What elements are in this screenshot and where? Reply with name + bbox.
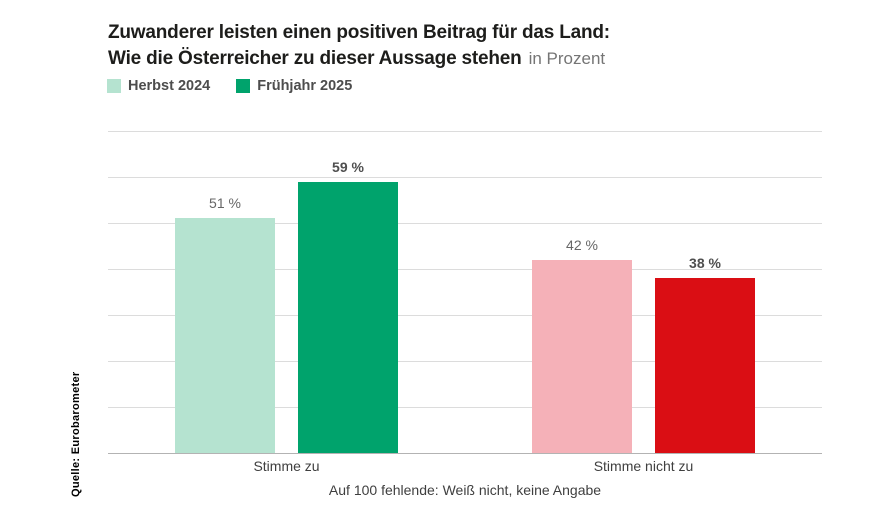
chart-title-line1: Zuwanderer leisten einen positiven Beitr… bbox=[108, 22, 610, 43]
unit-suffix: in Prozent bbox=[528, 49, 606, 68]
value-label-fruhjahr-2025-stimme-zu: 59 % bbox=[332, 158, 364, 175]
category-label-stimme-zu: Stimme zu bbox=[253, 458, 320, 474]
value-label-fruhjahr-2025-stimme-nicht-zu: 38 % bbox=[689, 255, 721, 272]
legend-item-fruehjahr-2025: Frühjahr 2025 bbox=[236, 78, 352, 94]
x-axis-line bbox=[108, 453, 822, 454]
value-label-herbst-2024-stimme-nicht-zu: 42 % bbox=[566, 236, 598, 253]
bar-fruhjahr-2025-stimme-zu bbox=[298, 181, 398, 453]
chart-title-line2: Wie die Österreicher zu dieser Aussage s… bbox=[108, 46, 610, 72]
bar-herbst-2024-stimme-nicht-zu bbox=[532, 259, 632, 453]
gridline-20 bbox=[108, 361, 822, 362]
legend-swatch-fruehjahr-2025-icon bbox=[236, 79, 251, 93]
value-label-herbst-2024-stimme-zu: 51 % bbox=[209, 195, 241, 212]
gridline-50 bbox=[108, 223, 822, 224]
bar-herbst-2024-stimme-zu bbox=[175, 218, 275, 453]
gridline-70 bbox=[108, 131, 822, 132]
gridline-40 bbox=[108, 269, 822, 270]
gridline-60 bbox=[108, 177, 822, 178]
plot-area: 51 % 59 % Stimme zu 42 % 38 % Stimme nicht zu bbox=[108, 131, 822, 474]
legend: Herbst 2024 Frühjahr 2025 bbox=[107, 78, 352, 94]
legend-item-herbst-2024: Herbst 2024 bbox=[107, 78, 210, 94]
gridline-30 bbox=[108, 315, 822, 316]
legend-swatch-herbst-2024-icon bbox=[107, 79, 121, 93]
source-label: Quelle: Eurobarometer bbox=[70, 371, 82, 498]
chart-title-line2-text: Wie die Österreicher zu dieser Aussage s… bbox=[108, 48, 522, 69]
gridline-10 bbox=[108, 407, 822, 408]
legend-label-herbst-2024: Herbst 2024 bbox=[128, 78, 211, 94]
legend-label-fruehjahr-2025: Frühjahr 2025 bbox=[257, 78, 353, 94]
bar-fruhjahr-2025-stimme-nicht-zu bbox=[655, 278, 755, 453]
category-label-stimme-nicht-zu: Stimme nicht zu bbox=[593, 458, 694, 474]
title-block: Zuwanderer leisten einen positiven Beitr… bbox=[108, 20, 610, 72]
footnote: Auf 100 fehlende: Weiß nicht, keine Anga… bbox=[328, 482, 602, 498]
